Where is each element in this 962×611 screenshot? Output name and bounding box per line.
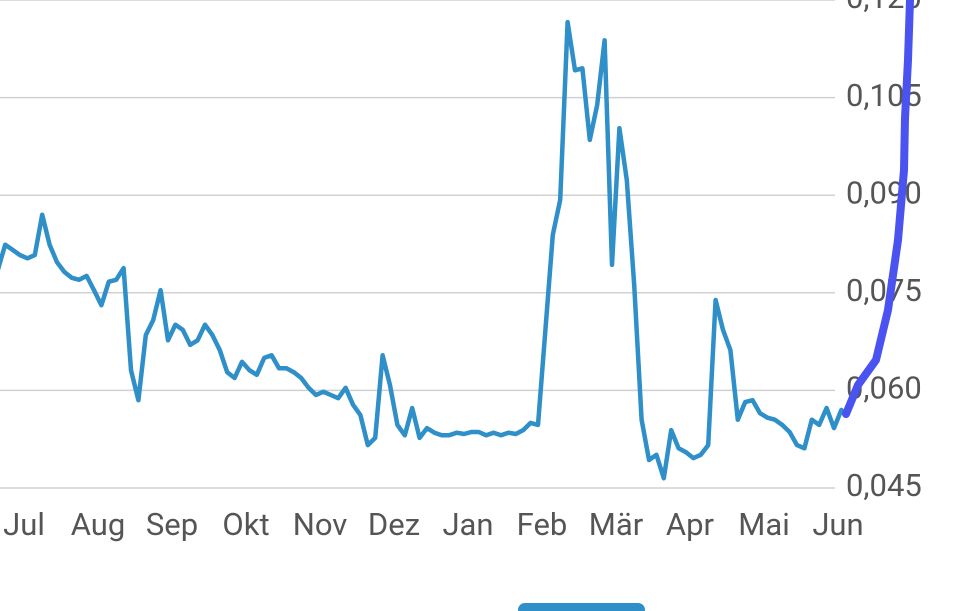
x-tick-label: Jul	[3, 506, 45, 543]
x-tick-label: Apr	[666, 506, 715, 543]
x-tick-label: Mai	[738, 506, 789, 543]
x-tick-label: Aug	[71, 506, 126, 543]
bottom-button[interactable]	[518, 603, 645, 611]
x-tick-label: Okt	[222, 506, 269, 543]
plot	[0, 19, 844, 481]
x-tick-label: Sep	[146, 506, 198, 543]
y-tick-label: 0,090	[846, 174, 922, 211]
price-line	[0, 19, 844, 481]
x-tick-label: Nov	[293, 506, 348, 543]
y-tick-label: 0,045	[846, 467, 922, 504]
x-tick-label: Feb	[517, 506, 568, 543]
y-tick-label: 0,075	[846, 272, 922, 309]
x-tick-label: Jun	[812, 506, 863, 543]
x-tick-label: Dez	[368, 506, 420, 543]
hand-drawn-annotation	[842, 0, 914, 418]
x-tick-label: Mär	[589, 506, 644, 543]
x-tick-label: Jan	[442, 506, 493, 543]
y-tick-label: 0,120	[846, 0, 922, 16]
axis-labels: 0,0450,0600,0750,0900,1050,120JulAugSepO…	[3, 0, 922, 543]
